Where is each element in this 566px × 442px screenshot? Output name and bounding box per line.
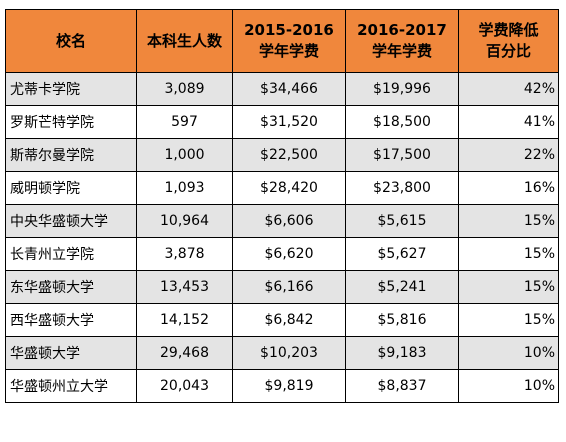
cell-students: 597 (136, 105, 233, 139)
cell-decrease: 15% (458, 237, 559, 271)
cell-fee-2016: $17,500 (345, 138, 459, 172)
cell-fee-2016: $5,241 (345, 270, 459, 304)
cell-school-name: 威明顿学院 (5, 171, 137, 205)
cell-fee-2015: $28,420 (232, 171, 346, 205)
cell-school-name: 西华盛顿大学 (5, 303, 137, 337)
tuition-table: 校名 本科生人数 2015-2016 学年学费 2016-2017 学年学费 学… (5, 9, 559, 403)
cell-fee-2016: $5,627 (345, 237, 459, 271)
cell-decrease: 15% (458, 303, 559, 337)
cell-fee-2015: $22,500 (232, 138, 346, 172)
header-fee-2016: 2016-2017 学年学费 (345, 9, 459, 73)
cell-students: 29,468 (136, 336, 233, 370)
cell-students: 14,152 (136, 303, 233, 337)
cell-school-name: 斯蒂尔曼学院 (5, 138, 137, 172)
cell-decrease: 16% (458, 171, 559, 205)
cell-school-name: 华盛顿大学 (5, 336, 137, 370)
cell-decrease: 41% (458, 105, 559, 139)
header-decrease-line1: 学费降低 (478, 21, 539, 39)
cell-school-name: 罗斯芒特学院 (5, 105, 137, 139)
cell-fee-2015: $6,166 (232, 270, 346, 304)
cell-fee-2015: $6,606 (232, 204, 346, 238)
cell-decrease: 42% (458, 72, 559, 106)
header-decrease-line2: 百分比 (485, 42, 531, 60)
cell-fee-2015: $6,842 (232, 303, 346, 337)
cell-decrease: 15% (458, 204, 559, 238)
cell-fee-2016: $18,500 (345, 105, 459, 139)
table-row: 斯蒂尔曼学院 1,000 $22,500 $17,500 22% (5, 138, 559, 172)
cell-students: 3,878 (136, 237, 233, 271)
header-fee-2016-label: 学年学费 (371, 42, 432, 60)
header-fee-2015-year: 2015-2016 (244, 21, 334, 39)
cell-fee-2015: $9,819 (232, 369, 346, 403)
cell-fee-2015: $6,620 (232, 237, 346, 271)
cell-students: 13,453 (136, 270, 233, 304)
cell-fee-2016: $8,837 (345, 369, 459, 403)
table-row: 华盛顿大学 29,468 $10,203 $9,183 10% (5, 336, 559, 370)
tuition-table-container: 校名 本科生人数 2015-2016 学年学费 2016-2017 学年学费 学… (5, 9, 559, 403)
cell-school-name: 华盛顿州立大学 (5, 369, 137, 403)
cell-school-name: 长青州立学院 (5, 237, 137, 271)
table-row: 东华盛顿大学 13,453 $6,166 $5,241 15% (5, 270, 559, 304)
cell-students: 1,093 (136, 171, 233, 205)
table-row: 华盛顿州立大学 20,043 $9,819 $8,837 10% (5, 369, 559, 403)
cell-fee-2015: $10,203 (232, 336, 346, 370)
cell-decrease: 10% (458, 369, 559, 403)
cell-fee-2016: $23,800 (345, 171, 459, 205)
header-name-label: 校名 (55, 31, 86, 50)
table-row: 长青州立学院 3,878 $6,620 $5,627 15% (5, 237, 559, 271)
cell-fee-2016: $5,615 (345, 204, 459, 238)
cell-fee-2015: $34,466 (232, 72, 346, 106)
cell-fee-2016: $9,183 (345, 336, 459, 370)
table-row: 尤蒂卡学院 3,089 $34,466 $19,996 42% (5, 72, 559, 106)
header-decrease: 学费降低 百分比 (458, 9, 559, 73)
header-students-label: 本科生人数 (146, 31, 222, 50)
cell-school-name: 东华盛顿大学 (5, 270, 137, 304)
cell-students: 10,964 (136, 204, 233, 238)
cell-decrease: 22% (458, 138, 559, 172)
table-row: 中央华盛顿大学 10,964 $6,606 $5,615 15% (5, 204, 559, 238)
header-row: 校名 本科生人数 2015-2016 学年学费 2016-2017 学年学费 学… (5, 9, 559, 73)
header-name: 校名 (5, 9, 137, 73)
cell-students: 20,043 (136, 369, 233, 403)
table-row: 威明顿学院 1,093 $28,420 $23,800 16% (5, 171, 559, 205)
cell-students: 3,089 (136, 72, 233, 106)
header-fee-2016-year: 2016-2017 (357, 21, 447, 39)
cell-fee-2016: $5,816 (345, 303, 459, 337)
header-fee-2015-label: 学年学费 (258, 42, 319, 60)
cell-fee-2016: $19,996 (345, 72, 459, 106)
cell-school-name: 尤蒂卡学院 (5, 72, 137, 106)
table-row: 西华盛顿大学 14,152 $6,842 $5,816 15% (5, 303, 559, 337)
cell-students: 1,000 (136, 138, 233, 172)
cell-school-name: 中央华盛顿大学 (5, 204, 137, 238)
cell-decrease: 10% (458, 336, 559, 370)
header-students: 本科生人数 (136, 9, 233, 73)
cell-decrease: 15% (458, 270, 559, 304)
cell-fee-2015: $31,520 (232, 105, 346, 139)
table-row: 罗斯芒特学院 597 $31,520 $18,500 41% (5, 105, 559, 139)
header-fee-2015: 2015-2016 学年学费 (232, 9, 346, 73)
